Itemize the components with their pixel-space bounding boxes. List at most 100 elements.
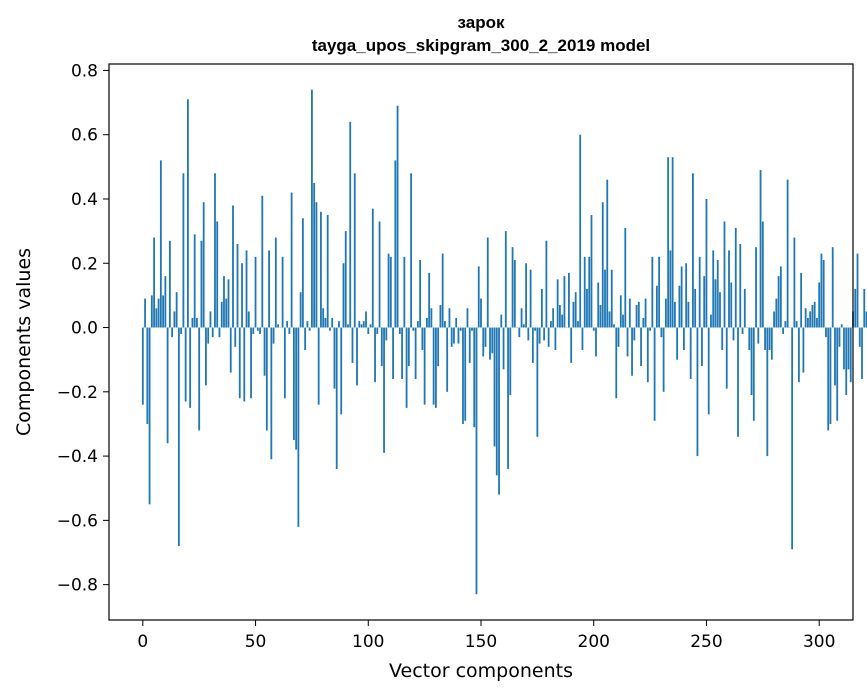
bar [834, 328, 836, 386]
bar [534, 328, 536, 331]
y-tick-label: 0.6 [71, 126, 98, 146]
bar [347, 324, 349, 327]
bar [726, 328, 728, 389]
bar [266, 328, 268, 431]
bar [257, 328, 259, 331]
bar [627, 328, 629, 357]
bar [712, 250, 714, 327]
bar [162, 295, 164, 327]
bar [753, 328, 755, 421]
bar [715, 279, 717, 327]
bar [248, 311, 250, 327]
bar [356, 328, 358, 386]
bar [604, 270, 606, 328]
bar [807, 318, 809, 328]
bar [823, 260, 825, 327]
y-tick-label: 0.2 [71, 254, 98, 274]
bar [192, 318, 194, 328]
bar [327, 215, 329, 327]
bar [780, 266, 782, 327]
bar [573, 302, 575, 328]
bar [577, 321, 579, 327]
bar [775, 299, 777, 328]
bar [615, 328, 617, 399]
bar [288, 328, 290, 334]
bar [426, 318, 428, 328]
bar [498, 328, 500, 495]
bar [602, 202, 604, 327]
bar [825, 328, 827, 338]
bar [334, 328, 336, 389]
bar [252, 328, 254, 334]
bar [243, 328, 245, 402]
bar [406, 328, 408, 408]
chart-title: зарок [458, 13, 505, 32]
x-tick-label: 200 [578, 632, 610, 652]
bar [388, 254, 390, 328]
bar [600, 305, 602, 328]
bar [295, 328, 297, 450]
bar [424, 328, 426, 405]
bar [568, 273, 570, 328]
bar [787, 180, 789, 328]
x-tick-label: 150 [465, 632, 497, 652]
bar [690, 328, 692, 379]
bar [345, 231, 347, 327]
bar [717, 260, 719, 327]
bar [863, 289, 865, 328]
bar [205, 328, 207, 386]
bar [721, 328, 723, 351]
bar [564, 276, 566, 327]
bar [277, 324, 279, 327]
bar [417, 321, 419, 327]
bar [784, 321, 786, 327]
bar [579, 135, 581, 328]
bar [304, 328, 306, 351]
bar [854, 289, 856, 328]
bar [523, 324, 525, 327]
bar [539, 328, 541, 344]
bar [352, 328, 354, 363]
bar [329, 328, 331, 331]
bar [297, 328, 299, 527]
bar [618, 328, 620, 347]
bar [697, 328, 699, 457]
bar [464, 328, 466, 421]
bar [142, 328, 144, 405]
bar [679, 286, 681, 328]
x-tick-label: 0 [137, 632, 148, 652]
x-tick-label: 250 [690, 632, 722, 652]
bar [203, 202, 205, 327]
bar [146, 328, 148, 424]
bar [816, 318, 818, 328]
bar [307, 321, 309, 327]
bar [676, 328, 678, 360]
bar [638, 302, 640, 328]
bar [462, 328, 464, 424]
bar [798, 328, 800, 383]
bar [667, 157, 669, 327]
bar [766, 328, 768, 457]
bar [363, 321, 365, 327]
bar [239, 328, 241, 399]
y-tick-label: −0.4 [57, 447, 98, 467]
bar [390, 257, 392, 328]
bar [167, 328, 169, 444]
bar [183, 173, 185, 327]
bar [275, 238, 277, 328]
bar [293, 328, 295, 440]
bar [187, 99, 189, 327]
bar [649, 328, 651, 331]
bar [669, 250, 671, 327]
bar [730, 283, 732, 328]
bar [460, 328, 462, 331]
bar [809, 311, 811, 327]
bar [444, 321, 446, 327]
bar [771, 328, 773, 360]
bar [674, 302, 676, 328]
bar [455, 318, 457, 328]
bar [570, 328, 572, 363]
bar [681, 266, 683, 327]
bar [791, 328, 793, 550]
